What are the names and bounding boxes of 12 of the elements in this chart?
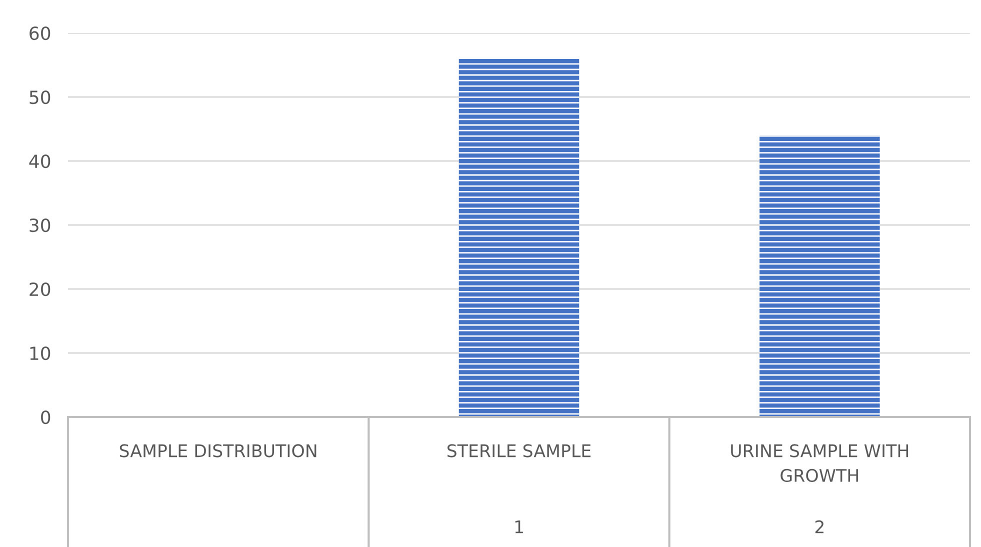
x-tick-label: STERILE SAMPLE (448, 444, 591, 458)
y-tick-label: 20 (30, 282, 50, 296)
text: 1 (515, 520, 523, 534)
y-tick-label: 60 (30, 26, 50, 40)
text: 2 (815, 520, 824, 534)
y-tick-label: 40 (29, 154, 50, 168)
x-tick-label: SAMPLE DISTRIBUTION (120, 444, 316, 458)
y-tick-label: 0 (41, 410, 50, 424)
y-tick-label: 30 (30, 218, 50, 232)
x-tick-label: URINE SAMPLE WITH GROWTH (731, 444, 908, 482)
y-tick-label: 10 (30, 346, 50, 360)
y-tick-label: 50 (30, 90, 50, 104)
